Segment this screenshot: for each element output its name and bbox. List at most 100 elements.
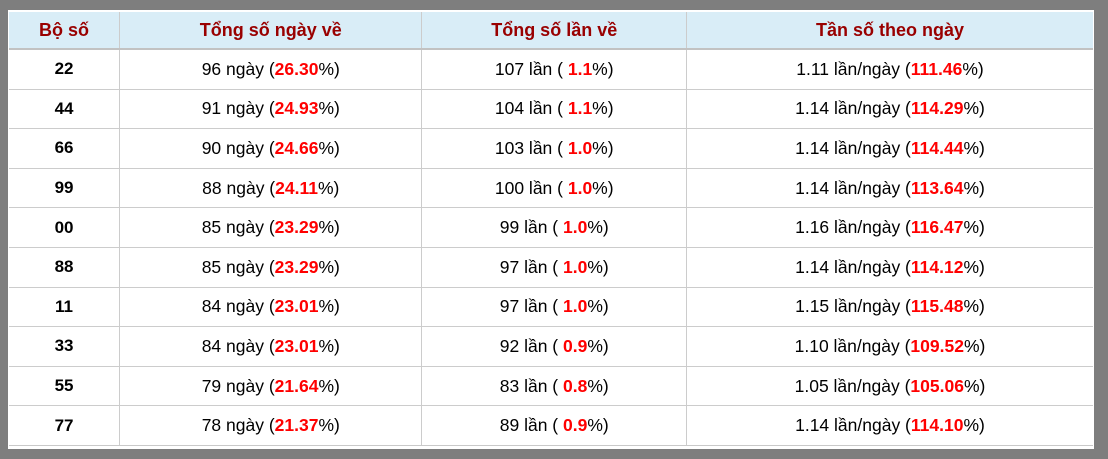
cell-tan-so-theo-ngay: 1.14 lần/ngày (114.12%) — [685, 246, 1093, 288]
percentage-highlight: 1.0 — [567, 177, 593, 198]
cell-tan-so-theo-ngay: 1.11 lần/ngày (111.46%) — [685, 48, 1093, 90]
cell-text: 78 ngày ( — [201, 415, 275, 436]
cell-text: %) — [963, 335, 986, 356]
cell-text: 84 ngày ( — [201, 335, 275, 356]
cell-tong-so-ngay-ve: 88 ngày (24.11%) — [119, 167, 423, 209]
cell-tan-so-theo-ngay: 1.14 lần/ngày (114.44%) — [685, 128, 1093, 169]
cell-text: 104 lần ( — [494, 98, 568, 119]
cell-text: 1.14 lần/ngày ( — [795, 137, 911, 158]
cell-tan-so-theo-ngay: 1.14 lần/ngày (113.64%) — [685, 167, 1093, 209]
cell-tong-so-ngay-ve: 90 ngày (24.66%) — [119, 128, 423, 169]
header-tong-so-lan-ve: Tổng số lần về — [421, 12, 687, 50]
cell-tong-so-lan-ve: 97 lần ( 1.0%) — [421, 246, 687, 288]
cell-text: 88 ngày ( — [202, 177, 276, 198]
cell-text: 55 — [54, 376, 74, 396]
table-row: 33 84 ngày (23.01%) 92 lần ( 0.9%) 1.10 lần… — [9, 326, 1093, 367]
table-row: 44 91 ngày (24.93%) 104 lần ( 1.1%) 1.14 lầ… — [9, 88, 1093, 130]
cell-text: 1.14 lần/ngày ( — [795, 177, 911, 198]
cell-tong-so-lan-ve: 107 lần ( 1.1%) — [421, 48, 687, 90]
cell-text: 33 — [54, 336, 74, 356]
cell-text: %) — [592, 98, 614, 119]
cell-bo-so: 88 — [9, 246, 121, 288]
cell-text: %) — [318, 217, 340, 238]
table-row: 77 78 ngày (21.37%) 89 lần ( 0.9%) 1.14 lần… — [9, 405, 1093, 446]
cell-tan-so-theo-ngay: 1.10 lần/ngày (109.52%) — [685, 326, 1093, 367]
cell-tong-so-ngay-ve: 85 ngày (23.29%) — [119, 246, 423, 288]
cell-text: 103 lần ( — [494, 137, 568, 158]
cell-tong-so-lan-ve: 103 lần ( 1.0%) — [421, 128, 687, 169]
cell-text: %) — [592, 177, 614, 198]
percentage-highlight: 24.66 — [274, 137, 319, 158]
percentage-highlight: 113.64 — [910, 177, 964, 198]
table-header-row: Bộ số Tổng số ngày về Tổng số lần về Tần… — [9, 12, 1093, 50]
cell-tong-so-lan-ve: 92 lần ( 0.9%) — [421, 326, 687, 367]
percentage-highlight: 0.8 — [562, 375, 588, 396]
cell-text: %) — [318, 375, 340, 396]
table-row: 11 84 ngày (23.01%) 97 lần ( 1.0%) 1.15 lần… — [9, 286, 1093, 328]
cell-text: 84 ngày ( — [201, 296, 275, 317]
cell-text: %) — [318, 98, 340, 119]
cell-text: 1.05 lần/ngày ( — [794, 375, 911, 396]
cell-text: %) — [318, 137, 340, 158]
cell-text: 66 — [54, 138, 74, 158]
cell-text: 77 — [54, 415, 74, 435]
cell-tong-so-ngay-ve: 84 ngày (23.01%) — [119, 326, 423, 367]
cell-tong-so-lan-ve: 100 lần ( 1.0%) — [421, 167, 687, 209]
cell-bo-so: 66 — [9, 128, 121, 169]
cell-text: 99 — [54, 178, 74, 198]
percentage-highlight: 1.0 — [562, 217, 588, 238]
cell-text: %) — [963, 98, 985, 119]
cell-text: %) — [317, 177, 340, 198]
percentage-highlight: 105.06 — [910, 375, 964, 396]
cell-text: %) — [963, 415, 985, 436]
cell-tan-so-theo-ngay: 1.15 lần/ngày (115.48%) — [685, 286, 1093, 328]
table-row: 88 85 ngày (23.29%) 97 lần ( 1.0%) 1.14 lần… — [9, 246, 1093, 288]
percentage-highlight: 21.37 — [274, 415, 319, 436]
cell-text: %) — [592, 58, 614, 79]
cell-text: 1.15 lần/ngày ( — [795, 296, 911, 317]
cell-text: %) — [592, 137, 614, 158]
cell-text: 96 ngày ( — [201, 58, 275, 79]
percentage-highlight: 23.01 — [274, 296, 319, 317]
cell-tan-so-theo-ngay: 1.14 lần/ngày (114.29%) — [685, 88, 1093, 130]
table-row: 00 85 ngày (23.29%) 99 lần ( 1.0%) 1.16 lần… — [9, 207, 1093, 248]
cell-tan-so-theo-ngay: 1.16 lần/ngày (116.47%) — [685, 207, 1093, 248]
percentage-highlight: 111.46 — [910, 58, 963, 79]
percentage-highlight: 24.93 — [274, 98, 319, 119]
header-tan-so-theo-ngay: Tần số theo ngày — [685, 12, 1093, 50]
cell-tong-so-ngay-ve: 96 ngày (26.30%) — [119, 48, 423, 90]
cell-text: 00 — [54, 217, 74, 237]
cell-text: 79 ngày ( — [201, 375, 275, 396]
cell-tan-so-theo-ngay: 1.14 lần/ngày (114.10%) — [685, 405, 1093, 446]
cell-text: %) — [963, 256, 985, 277]
cell-text: 1.16 lần/ngày ( — [795, 217, 911, 238]
table-body: 22 96 ngày (26.30%) 107 lần ( 1.1%) 1.11 lầ… — [9, 48, 1093, 446]
table-row: 66 90 ngày (24.66%) 103 lần ( 1.0%) 1.14 lầ… — [9, 128, 1093, 169]
cell-tong-so-ngay-ve: 79 ngày (21.64%) — [119, 365, 423, 407]
percentage-highlight: 0.9 — [562, 415, 588, 436]
percentage-highlight: 24.11 — [275, 177, 318, 198]
percentage-highlight: 0.9 — [562, 335, 588, 356]
cell-text: 100 lần ( — [494, 177, 568, 198]
header-tong-so-ngay-ve: Tổng số ngày về — [119, 12, 423, 50]
percentage-highlight: 114.29 — [910, 98, 964, 119]
percentage-highlight: 109.52 — [910, 335, 964, 356]
cell-text: %) — [318, 415, 340, 436]
table-row: 22 96 ngày (26.30%) 107 lần ( 1.1%) 1.11 lầ… — [9, 48, 1093, 90]
percentage-highlight: 114.44 — [910, 137, 964, 158]
cell-bo-so: 11 — [9, 286, 121, 328]
percentage-highlight: 1.0 — [562, 296, 588, 317]
cell-tong-so-lan-ve: 104 lần ( 1.1%) — [421, 88, 687, 130]
cell-tong-so-ngay-ve: 85 ngày (23.29%) — [119, 207, 423, 248]
cell-text: 85 ngày ( — [201, 256, 275, 277]
cell-text: 107 lần ( — [494, 58, 568, 79]
percentage-highlight: 1.0 — [567, 137, 593, 158]
cell-text: 85 ngày ( — [201, 217, 275, 238]
cell-text: 1.14 lần/ngày ( — [795, 415, 911, 436]
cell-bo-so: 44 — [9, 88, 121, 130]
percentage-highlight: 23.29 — [274, 256, 319, 277]
percentage-highlight: 116.47 — [910, 217, 964, 238]
table-row: 99 88 ngày (24.11%) 100 lần ( 1.0%) 1.14 lầ… — [9, 167, 1093, 209]
percentage-highlight: 115.48 — [910, 296, 964, 317]
percentage-highlight: 114.10 — [910, 415, 964, 436]
